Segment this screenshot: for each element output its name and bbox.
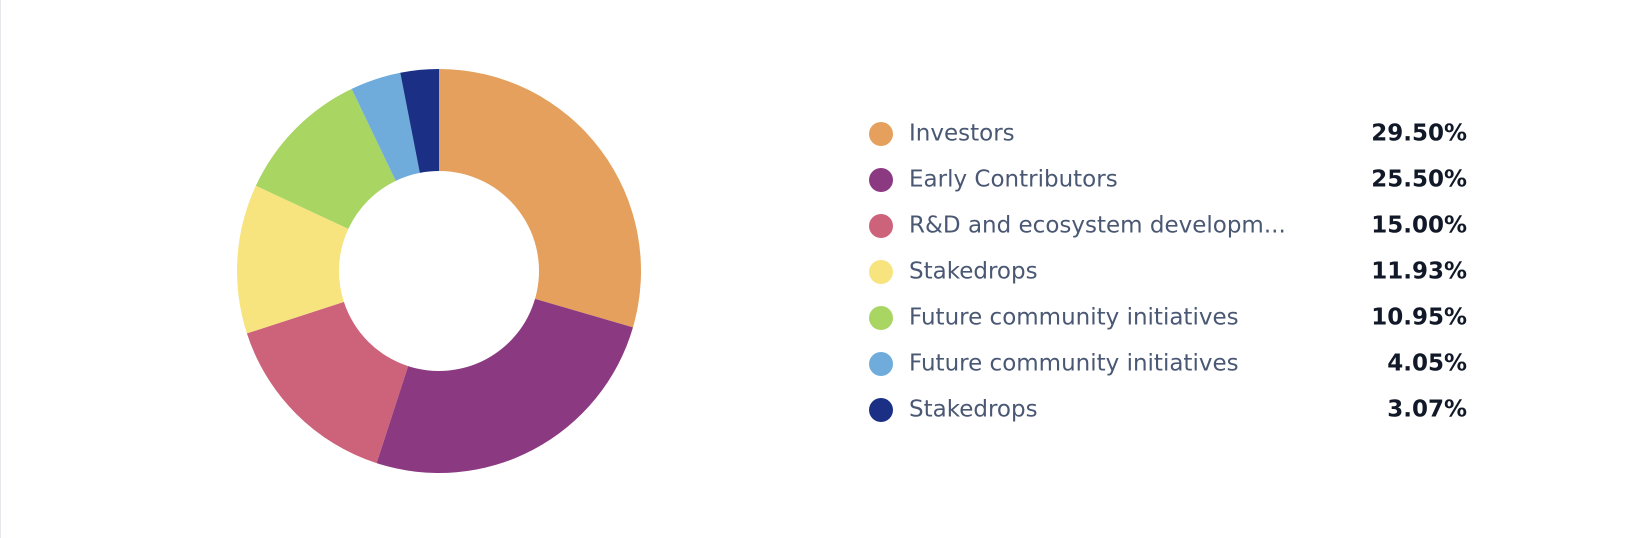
legend-value: 11.93% (1371, 259, 1467, 285)
legend-value: 10.95% (1371, 305, 1467, 331)
legend-dot (869, 122, 893, 146)
legend-label: Future community initiatives (909, 305, 1239, 331)
slice (439, 69, 641, 328)
legend-dot (869, 214, 893, 238)
legend-value: 29.50% (1371, 121, 1467, 147)
legend-label: Early Contributors (909, 167, 1118, 193)
legend-value: 3.07% (1387, 397, 1467, 423)
legend-value: 15.00% (1371, 213, 1467, 239)
legend-dot (869, 260, 893, 284)
legend-value: 4.05% (1387, 351, 1467, 377)
legend-dot (869, 168, 893, 192)
slice (376, 298, 633, 473)
legend-label: Stakedrops (909, 397, 1038, 423)
slice (351, 72, 420, 181)
slice (255, 88, 396, 229)
legend-label: R&D and ecosystem developm... (909, 213, 1286, 239)
donut (237, 69, 641, 473)
legend-label: Investors (909, 121, 1015, 147)
slice (246, 301, 409, 464)
legend: Investors 29.50% Early Contributors 25.50% R… (869, 121, 1467, 423)
legend-dot (869, 306, 893, 330)
slice (237, 185, 349, 334)
legend-dot (869, 398, 893, 422)
legend-label: Future community initiatives (909, 351, 1239, 377)
legend-value: 25.50% (1371, 167, 1467, 193)
slice (400, 69, 439, 173)
legend-dot (869, 352, 893, 376)
legend-label: Stakedrops (909, 259, 1038, 285)
